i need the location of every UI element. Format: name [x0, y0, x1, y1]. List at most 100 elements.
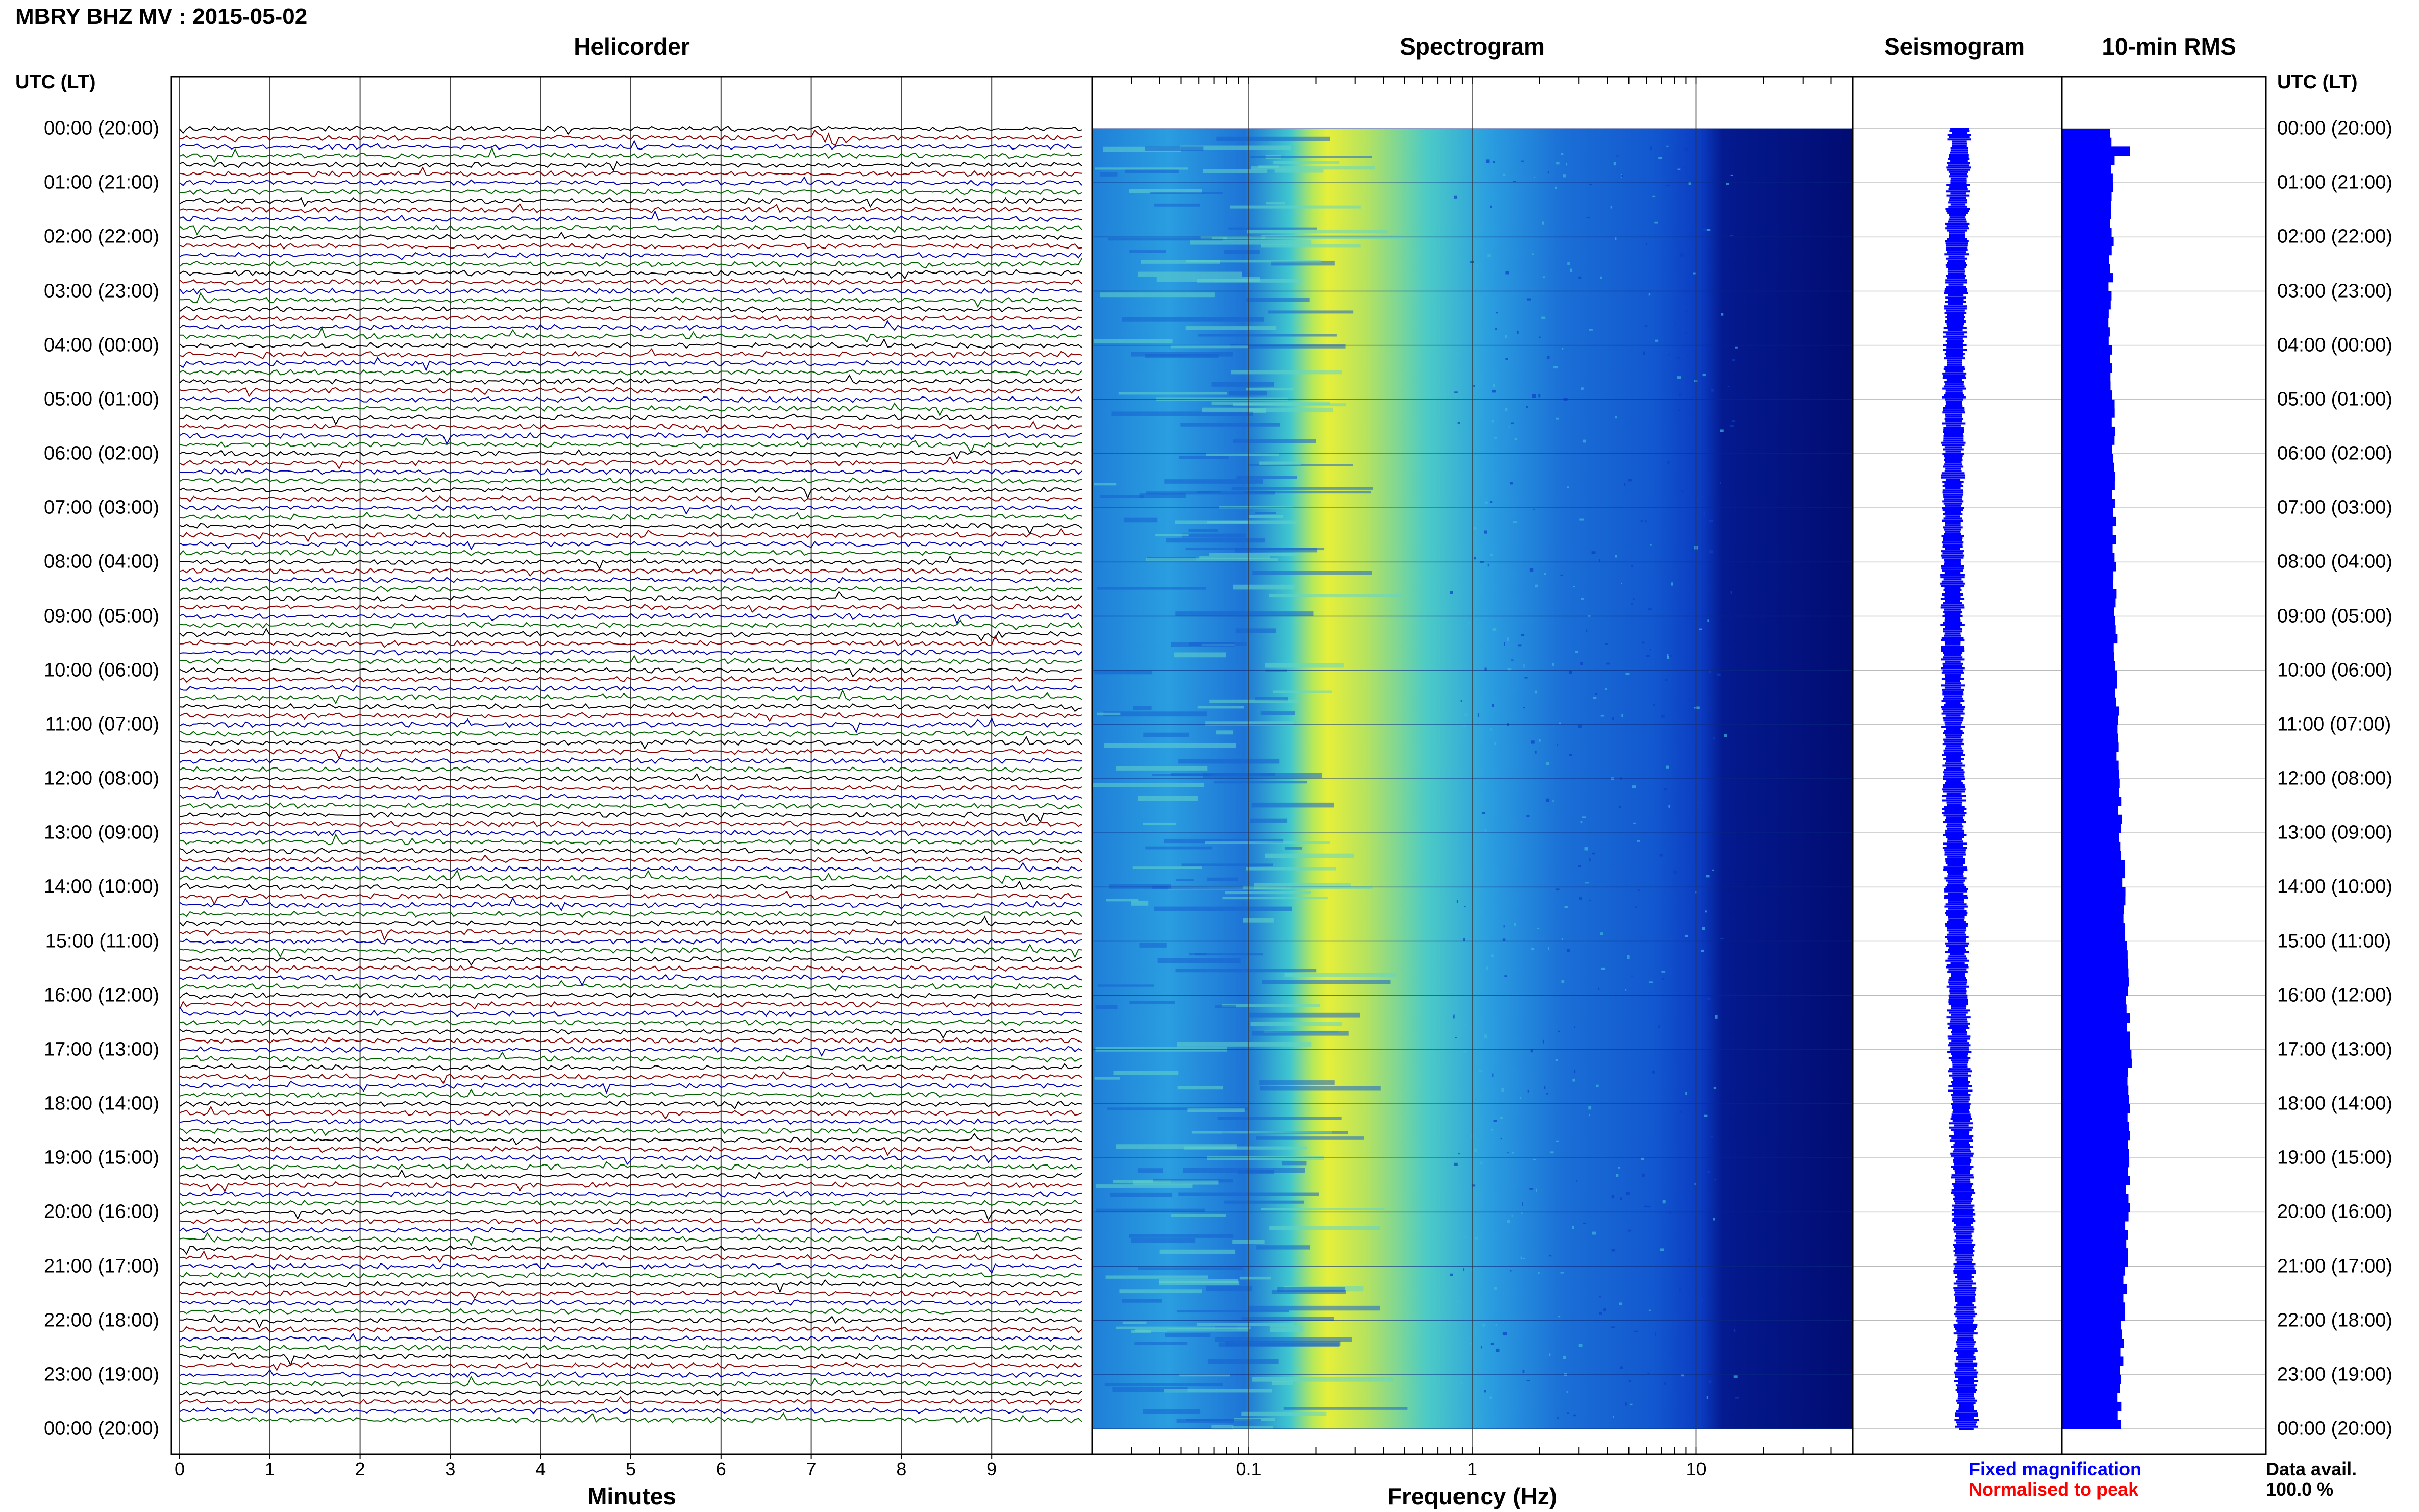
- spectrogram-speckle: [1583, 1222, 1587, 1224]
- helicorder-trace: [179, 1290, 1082, 1299]
- spectrogram-band: [1210, 553, 1300, 556]
- helicorder-trace: [179, 166, 1082, 178]
- spectrogram-band: [1105, 1275, 1208, 1279]
- helicorder-trace: [179, 897, 1082, 912]
- spectrogram-band: [1141, 260, 1220, 264]
- spectrogram-speckle: [1531, 948, 1535, 951]
- spectrogram-speckle: [1455, 301, 1459, 304]
- spectrogram-speckle: [1702, 927, 1705, 930]
- spectrogram-band: [1222, 1004, 1320, 1007]
- spectrogram-speckle: [1539, 739, 1541, 742]
- spectrogram-speckle: [1669, 655, 1672, 657]
- rms-bar: [2062, 733, 2118, 743]
- spectrogram-speckle: [1599, 559, 1601, 562]
- spectrogram-speckle: [1664, 788, 1667, 791]
- spectrogram-speckle: [1624, 483, 1626, 486]
- time-label-left: 22:00 (18:00): [43, 1309, 159, 1331]
- rms-bar: [2062, 137, 2112, 147]
- helicorder-tick-label: 3: [445, 1458, 456, 1479]
- spectrogram-band: [1177, 1042, 1312, 1047]
- spectrogram-speckle: [1514, 438, 1517, 440]
- rms-title: 10-min RMS: [2102, 33, 2236, 60]
- spectrogram-speckle: [1535, 751, 1537, 754]
- spectrogram-speckle: [1491, 954, 1494, 957]
- helicorder-trace: [179, 1006, 1082, 1017]
- spectrogram-band: [1124, 169, 1179, 173]
- spectrogram-speckle: [1473, 526, 1477, 530]
- spectrogram-speckle: [1578, 725, 1582, 728]
- helicorder-trace: [179, 161, 1082, 172]
- spectrogram-band: [1273, 161, 1340, 164]
- spectrogram-speckle: [1647, 1206, 1651, 1208]
- spectrogram-speckle: [1730, 591, 1732, 594]
- spectrogram-band: [1137, 1168, 1163, 1173]
- spectrogram-speckle: [1569, 754, 1572, 756]
- rms-bar: [2062, 535, 2116, 544]
- spectrogram-speckle: [1678, 409, 1680, 411]
- helicorder-trace: [179, 511, 1082, 520]
- spectrogram-speckle: [1563, 1355, 1566, 1359]
- spectrogram-band: [1094, 483, 1117, 486]
- spectrogram-band: [1138, 1267, 1243, 1270]
- rms-bar: [2062, 1194, 2129, 1204]
- rms-bar: [2062, 760, 2119, 770]
- spectrogram-speckle: [1464, 906, 1466, 907]
- helicorder-trace: [179, 915, 1082, 927]
- time-label-right: 00:00 (20:00): [2277, 1418, 2393, 1440]
- helicorder-trace: [179, 612, 1082, 625]
- helicorder-trace: [179, 1375, 1082, 1387]
- spectrogram-band: [1277, 1287, 1346, 1292]
- spectrogram-speckle: [1456, 900, 1458, 903]
- spectrogram-speckle: [1558, 1316, 1561, 1318]
- helicorder-trace: [179, 1362, 1082, 1372]
- spectrogram-speckle: [1454, 1162, 1458, 1166]
- helicorder-trace: [179, 1353, 1082, 1366]
- rms-bar: [2062, 309, 2109, 319]
- spectrogram-band: [1116, 766, 1208, 771]
- spectrogram-speckle: [1564, 906, 1568, 908]
- spectrogram-speckle: [1579, 518, 1584, 521]
- spectrogram-band: [1197, 279, 1301, 283]
- rms-bar: [2062, 1420, 2121, 1429]
- spectrogram-band: [1167, 1328, 1249, 1332]
- spectrogram-speckle: [1706, 875, 1710, 878]
- rms-bar: [2062, 489, 2112, 499]
- right-time-axis: 00:00 (20:00) 01:00 (21:00) 02:00 (22:00) 0…: [2277, 0, 2419, 1512]
- spectrogram-band: [1097, 984, 1154, 987]
- time-label-left: 16:00 (12:00): [43, 984, 159, 1006]
- helicorder-trace: [179, 717, 1082, 733]
- spectrogram-band: [1177, 1086, 1223, 1090]
- rms-panel: [2062, 128, 2266, 1429]
- rms-bar: [2062, 183, 2113, 192]
- spectrogram-speckle: [1695, 816, 1699, 820]
- spectrogram-speckle: [1721, 313, 1724, 316]
- spectrogram-speckle: [1490, 1342, 1494, 1345]
- helicorder-trace: [179, 1272, 1082, 1279]
- spectrogram-speckle: [1733, 1329, 1736, 1332]
- spectrogram-band: [1133, 1180, 1219, 1185]
- time-label-right: 06:00 (02:00): [2277, 442, 2393, 464]
- spectrogram-speckle: [1544, 1086, 1546, 1089]
- spectrogram-band: [1197, 706, 1244, 709]
- spectrogram-band: [1188, 529, 1218, 532]
- spectrogram-xlabel: Frequency (Hz): [1387, 1483, 1558, 1509]
- time-label-left: 02:00 (22:00): [43, 226, 159, 247]
- rms-bar: [2062, 318, 2109, 328]
- helicorder-trace: [179, 395, 1082, 403]
- spectrogram-speckle: [1490, 205, 1492, 208]
- rms-bar: [2062, 905, 2124, 914]
- helicorder-trace: [179, 811, 1082, 823]
- rms-bar: [2062, 1284, 2127, 1294]
- rms-bar: [2062, 273, 2113, 283]
- spectrogram-speckle: [1495, 328, 1497, 330]
- spectrogram-speckle: [1684, 148, 1688, 151]
- helicorder-trace: [179, 619, 1082, 631]
- rms-bar: [2062, 1410, 2118, 1420]
- spectrogram-speckle: [1726, 183, 1729, 185]
- data-availability-value: 100.0 %: [2266, 1479, 2334, 1500]
- spectrogram-speckle: [1581, 387, 1584, 390]
- spectrogram-band: [1107, 1107, 1249, 1110]
- spectrogram-band: [1131, 1238, 1196, 1243]
- helicorder-trace: [179, 1046, 1082, 1057]
- spectrogram-band: [1180, 145, 1291, 150]
